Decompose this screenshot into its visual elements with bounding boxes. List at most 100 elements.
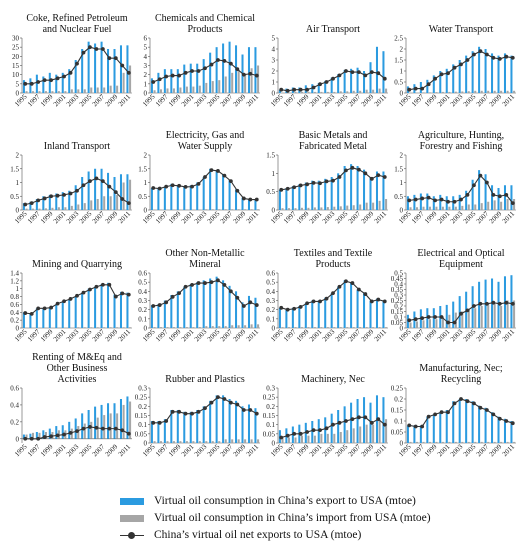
export-bar — [94, 43, 97, 93]
export-bar — [439, 194, 442, 210]
y-tick-label: 1.4 — [10, 270, 19, 278]
import-bar — [313, 91, 316, 93]
import-bar — [365, 202, 368, 210]
export-bar — [163, 186, 166, 210]
export-bar — [491, 185, 494, 210]
net-point — [484, 180, 489, 185]
net-point — [311, 180, 316, 185]
import-bar — [454, 441, 457, 443]
net-point — [407, 198, 412, 203]
import-bar — [409, 322, 412, 328]
y-tick-label: 0.4 — [266, 288, 275, 296]
y-tick-label: 0.1 — [266, 315, 275, 323]
y-tick-label: 0.15 — [135, 412, 148, 420]
import-bar — [51, 207, 54, 210]
import-bar — [294, 208, 297, 210]
export-bar — [356, 399, 359, 443]
import-bar — [416, 321, 419, 328]
panel-title-line: Forestry and Fishing — [420, 141, 503, 152]
export-bar — [298, 184, 301, 210]
x-tick-label: 2001 — [52, 442, 68, 458]
y-tick-label: 5 — [16, 80, 20, 88]
export-bar — [35, 308, 38, 328]
net-point — [157, 303, 162, 307]
export-bar — [209, 278, 212, 328]
y-tick-label: 0 — [272, 325, 276, 333]
export-bar — [87, 288, 90, 328]
net-line — [281, 416, 386, 439]
net-point — [305, 301, 310, 306]
y-tick-label: 0.6 — [266, 270, 275, 278]
net-point — [81, 183, 86, 188]
legend-swatch-export — [120, 498, 144, 505]
export-bar — [510, 55, 513, 93]
x-tick-label: 2007 — [347, 92, 363, 108]
export-bar — [478, 405, 481, 443]
panel-title-line: Other Business — [47, 363, 108, 374]
export-bar — [126, 174, 129, 210]
net-point — [305, 87, 310, 92]
import-bar — [487, 201, 490, 210]
export-bar — [363, 169, 366, 210]
panel-title: Textiles and Textile Products — [294, 248, 373, 270]
x-tick-label: 2011 — [245, 327, 261, 343]
y-tick-label: 1 — [144, 179, 148, 187]
y-tick-label: 2 — [144, 152, 148, 160]
export-bar — [209, 400, 212, 443]
net-point — [113, 56, 118, 61]
net-point — [94, 284, 99, 289]
net-point — [504, 192, 509, 197]
y-tick-label: 0 — [272, 90, 276, 98]
export-bar — [324, 417, 327, 443]
net-point — [157, 420, 162, 425]
export-bar — [471, 401, 474, 443]
y-tick-label: 0.15 — [391, 407, 404, 415]
export-bar — [471, 179, 474, 210]
export-bar — [343, 280, 346, 328]
import-bar — [83, 203, 86, 210]
net-point — [228, 179, 233, 184]
import-bar — [172, 327, 175, 328]
export-bar — [247, 295, 250, 328]
y-tick-label: 0 — [16, 325, 20, 333]
net-point — [254, 73, 259, 78]
net-point — [196, 181, 201, 186]
y-tick-label: 25 — [12, 44, 20, 52]
import-bar — [480, 90, 483, 93]
y-tick-label: 0.1 — [394, 314, 403, 322]
x-tick-label: 1999 — [423, 442, 439, 458]
panel-13: Renting of M&Eq and Other Business Activit… — [10, 352, 132, 458]
import-bar — [70, 89, 73, 93]
net-point — [491, 192, 496, 197]
x-tick-label: 2001 — [308, 92, 324, 108]
net-line — [409, 398, 513, 428]
export-bar — [510, 421, 513, 443]
export-bar — [337, 286, 340, 328]
panel-4: Water Transport00.511.522.51995199719992… — [394, 24, 516, 108]
export-bar — [343, 69, 346, 93]
export-bar — [100, 168, 103, 210]
x-tick-label: 1997 — [26, 442, 42, 458]
import-bar — [250, 439, 253, 443]
net-point — [350, 165, 355, 170]
net-point — [484, 52, 489, 57]
import-bar — [326, 433, 329, 443]
x-tick-label: 2003 — [321, 442, 337, 458]
import-bar — [281, 92, 284, 93]
net-point — [62, 192, 66, 197]
x-tick-label: 1997 — [282, 92, 298, 108]
export-bar — [222, 174, 225, 210]
import-bar — [428, 206, 431, 210]
export-bar — [209, 52, 212, 93]
x-tick-label: 2005 — [206, 327, 222, 343]
import-bar — [288, 437, 291, 443]
net-point — [426, 414, 431, 419]
y-tick-label: 0 — [272, 440, 276, 448]
export-bar — [228, 41, 231, 93]
x-tick-label: 2011 — [245, 209, 261, 225]
import-bar — [211, 441, 214, 443]
import-bar — [307, 207, 310, 210]
x-tick-label: 2011 — [117, 327, 133, 343]
net-point — [49, 305, 54, 310]
export-bar — [432, 196, 435, 210]
